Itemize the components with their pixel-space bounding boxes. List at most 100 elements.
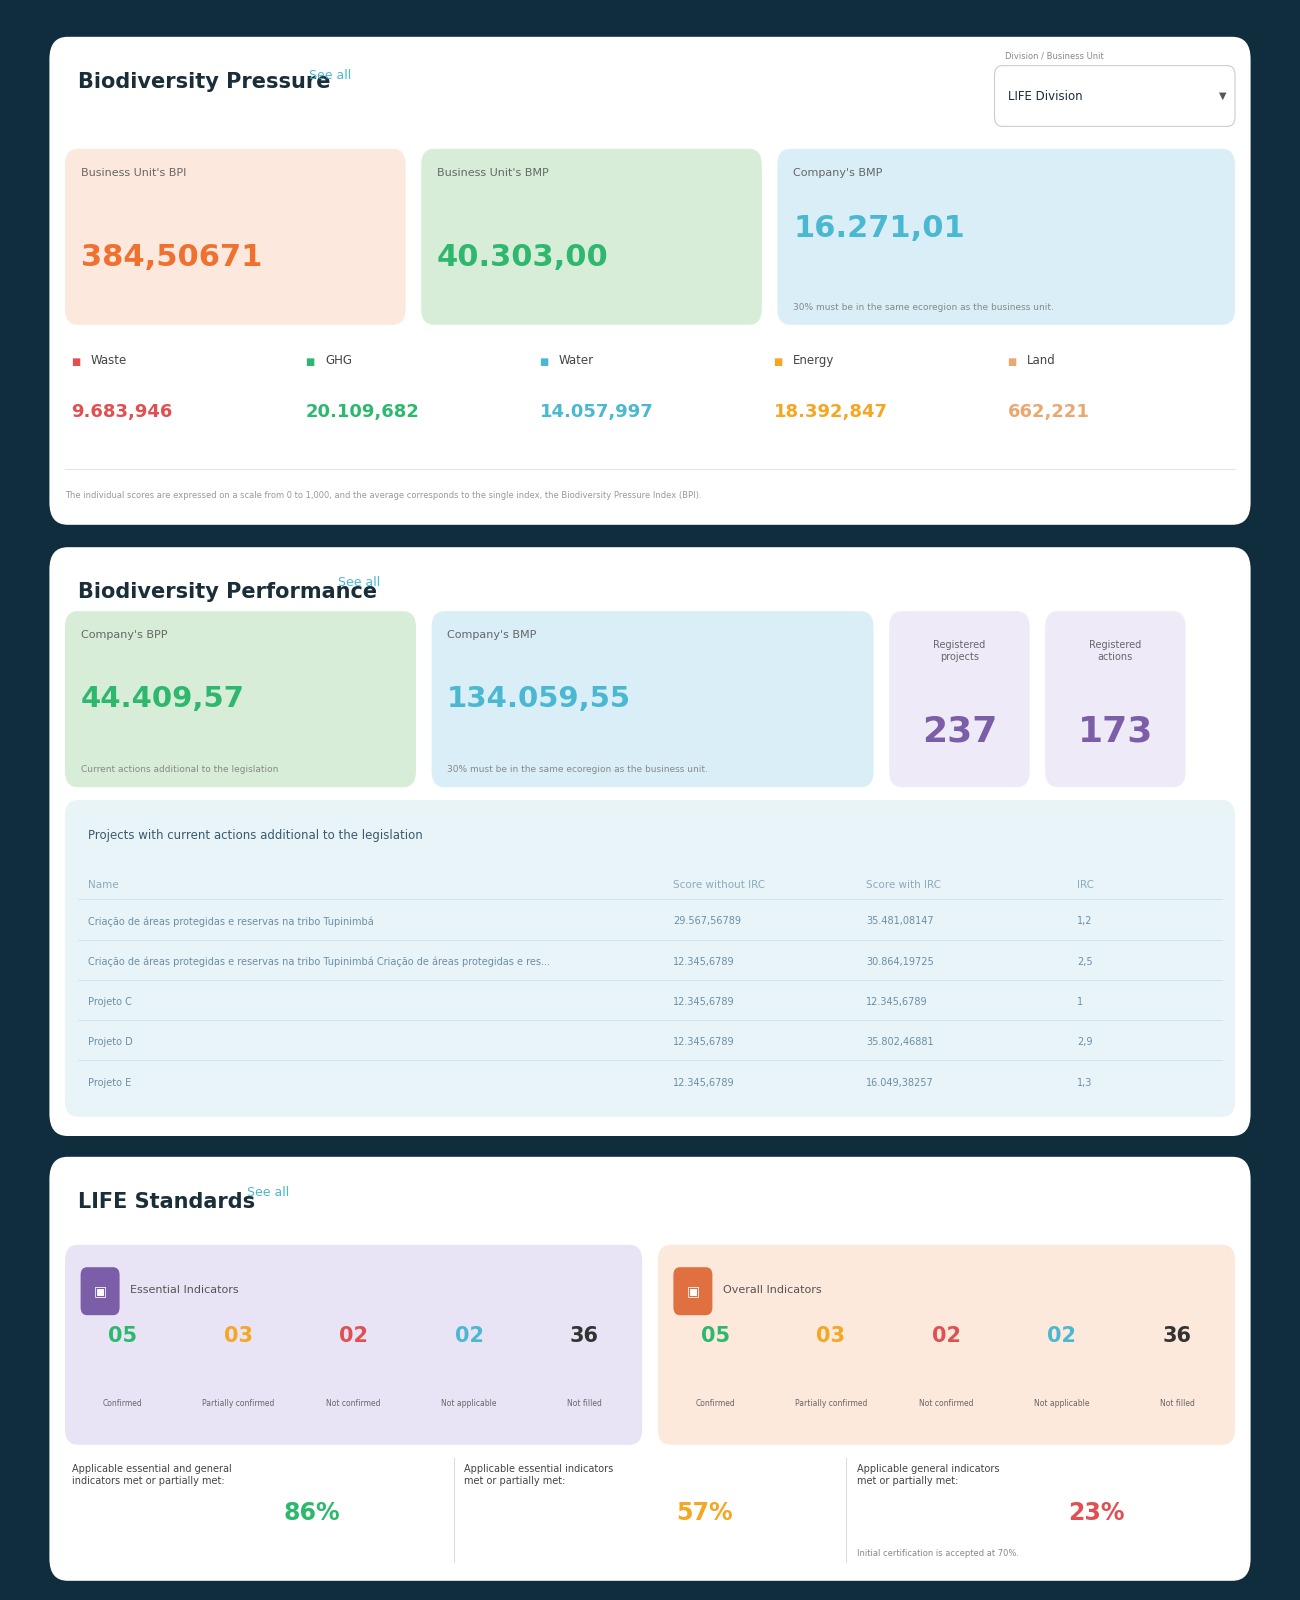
Text: Initial certification is accepted at 70%.: Initial certification is accepted at 70%… [857,1549,1019,1558]
Text: Not filled: Not filled [1160,1398,1195,1408]
Text: Projeto C: Projeto C [88,997,133,1006]
Text: Registered
projects: Registered projects [933,640,985,662]
Text: 14.057,997: 14.057,997 [540,403,653,421]
Text: 30% must be in the same ecoregion as the business unit.: 30% must be in the same ecoregion as the… [793,302,1054,312]
Text: 30.864,19725: 30.864,19725 [867,957,935,966]
Text: 36: 36 [1162,1326,1192,1346]
Text: 29.567,56789: 29.567,56789 [673,917,741,926]
Text: LIFE Standards: LIFE Standards [78,1192,255,1213]
Text: 02: 02 [455,1326,484,1346]
Text: 12.345,6789: 12.345,6789 [867,997,928,1006]
FancyBboxPatch shape [673,1267,712,1315]
FancyBboxPatch shape [49,1157,1251,1581]
Text: Projects with current actions additional to the legislation: Projects with current actions additional… [88,829,422,842]
Text: 237: 237 [922,714,997,749]
Text: 384,50671: 384,50671 [81,243,263,272]
Text: Projeto E: Projeto E [88,1078,131,1088]
FancyBboxPatch shape [65,800,1235,1117]
Text: 173: 173 [1078,714,1153,749]
FancyBboxPatch shape [65,1245,642,1445]
Text: 134.059,55: 134.059,55 [447,685,632,714]
Text: Name: Name [88,880,120,890]
Text: ▣: ▣ [686,1285,699,1298]
Text: 662,221: 662,221 [1008,403,1089,421]
Text: 9.683,946: 9.683,946 [72,403,173,421]
Text: Projeto D: Projeto D [88,1037,133,1048]
Text: Registered
actions: Registered actions [1089,640,1141,662]
Text: Biodiversity Performance: Biodiversity Performance [78,582,377,603]
Text: 16.049,38257: 16.049,38257 [867,1078,935,1088]
Text: Business Unit's BMP: Business Unit's BMP [437,168,549,178]
Text: Partially confirmed: Partially confirmed [202,1398,274,1408]
FancyBboxPatch shape [421,149,762,325]
Text: 05: 05 [701,1326,731,1346]
FancyBboxPatch shape [65,611,416,787]
Text: 02: 02 [932,1326,961,1346]
Text: Score with IRC: Score with IRC [867,880,941,890]
Text: Energy: Energy [793,354,835,366]
Text: Company's BMP: Company's BMP [447,630,537,640]
Text: See all: See all [247,1186,289,1198]
Text: 12.345,6789: 12.345,6789 [673,1078,734,1088]
Text: 03: 03 [224,1326,252,1346]
FancyBboxPatch shape [81,1267,120,1315]
Text: 12.345,6789: 12.345,6789 [673,1037,734,1048]
Text: 30% must be in the same ecoregion as the business unit.: 30% must be in the same ecoregion as the… [447,765,708,774]
FancyBboxPatch shape [1045,611,1186,787]
FancyBboxPatch shape [49,547,1251,1136]
Text: Partially confirmed: Partially confirmed [794,1398,867,1408]
Text: Water: Water [559,354,594,366]
Text: 1,3: 1,3 [1076,1078,1092,1088]
Text: Essential Indicators: Essential Indicators [130,1285,239,1294]
Text: Waste: Waste [91,354,127,366]
Text: ▣: ▣ [94,1285,107,1298]
Text: Overall Indicators: Overall Indicators [723,1285,822,1294]
Text: 02: 02 [1048,1326,1076,1346]
Text: Applicable essential indicators
met or partially met:: Applicable essential indicators met or p… [464,1464,614,1485]
Text: ■: ■ [306,357,315,366]
FancyBboxPatch shape [777,149,1235,325]
FancyBboxPatch shape [658,1245,1235,1445]
Text: Business Unit's BPI: Business Unit's BPI [81,168,186,178]
Text: Confirmed: Confirmed [103,1398,143,1408]
Text: 02: 02 [339,1326,368,1346]
Text: Confirmed: Confirmed [696,1398,736,1408]
Text: 23%: 23% [1069,1501,1124,1525]
Text: 18.392,847: 18.392,847 [774,403,888,421]
Text: 1,2: 1,2 [1076,917,1092,926]
Text: ■: ■ [774,357,783,366]
Text: LIFE Division: LIFE Division [1008,90,1082,102]
Text: Not confirmed: Not confirmed [919,1398,974,1408]
Text: The individual scores are expressed on a scale from 0 to 1,000, and the average : The individual scores are expressed on a… [65,491,702,501]
FancyBboxPatch shape [65,149,406,325]
Text: Current actions additional to the legislation: Current actions additional to the legisl… [81,765,278,774]
Text: ▼: ▼ [1219,91,1227,101]
Text: 12.345,6789: 12.345,6789 [673,997,734,1006]
Text: 86%: 86% [283,1501,339,1525]
Text: 03: 03 [816,1326,845,1346]
Text: ■: ■ [1008,357,1017,366]
Text: Applicable essential and general
indicators met or partially met:: Applicable essential and general indicat… [72,1464,231,1485]
Text: Biodiversity Pressure: Biodiversity Pressure [78,72,330,91]
Text: Not filled: Not filled [567,1398,602,1408]
Text: See all: See all [338,576,380,589]
Text: 1: 1 [1076,997,1083,1006]
Text: Not applicable: Not applicable [1034,1398,1089,1408]
Text: 16.271,01: 16.271,01 [793,214,965,243]
Text: 35.481,08147: 35.481,08147 [867,917,935,926]
Text: ■: ■ [72,357,81,366]
FancyBboxPatch shape [432,611,874,787]
FancyBboxPatch shape [994,66,1235,126]
Text: Criação de áreas protegidas e reservas na tribo Tupinimbá: Criação de áreas protegidas e reservas n… [88,917,374,926]
Text: 57%: 57% [676,1501,732,1525]
Text: Not applicable: Not applicable [441,1398,497,1408]
FancyBboxPatch shape [49,37,1251,525]
Text: 44.409,57: 44.409,57 [81,685,244,714]
Text: Division / Business Unit: Division / Business Unit [1005,51,1104,61]
Text: 35.802,46881: 35.802,46881 [867,1037,935,1048]
FancyBboxPatch shape [889,611,1030,787]
Text: 20.109,682: 20.109,682 [306,403,420,421]
Text: Not confirmed: Not confirmed [326,1398,381,1408]
Text: Land: Land [1027,354,1056,366]
Text: 2,9: 2,9 [1076,1037,1092,1048]
